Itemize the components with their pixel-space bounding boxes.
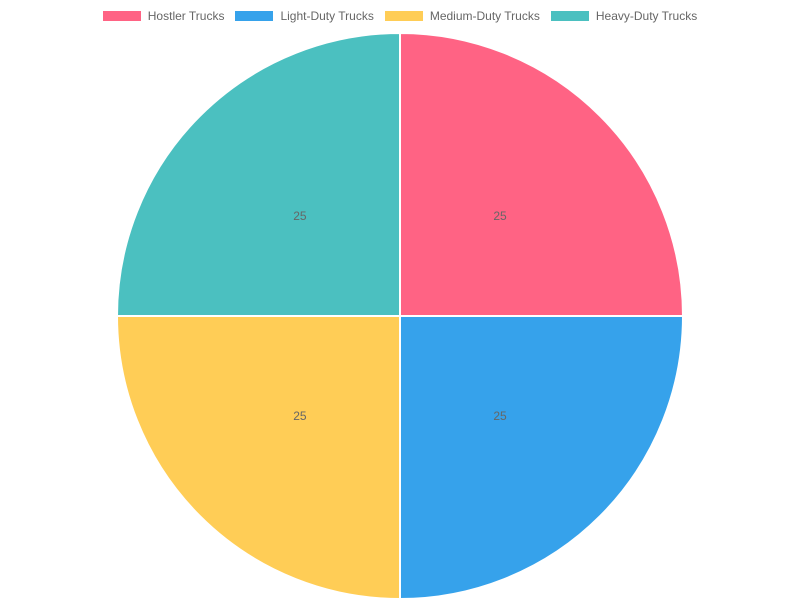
- data-label: 25: [293, 409, 307, 423]
- legend-label: Heavy-Duty Trucks: [595, 9, 698, 23]
- pie-slice[interactable]: [399, 31, 685, 317]
- legend-swatch: [102, 11, 141, 21]
- data-label: 25: [293, 209, 307, 223]
- legend-label: Hostler Trucks: [147, 9, 225, 23]
- data-label: 25: [493, 409, 507, 423]
- legend-label: Medium-Duty Trucks: [429, 9, 540, 23]
- chart-legend: Hostler Trucks Light-Duty Trucks Medium-Du…: [0, 9, 800, 23]
- legend-swatch: [550, 11, 589, 21]
- pie-slice[interactable]: [115, 31, 401, 317]
- legend-item[interactable]: Hostler Trucks: [102, 9, 225, 23]
- pie-slice[interactable]: [115, 315, 401, 600]
- pie-slice[interactable]: [399, 315, 685, 600]
- legend-item[interactable]: Heavy-Duty Trucks: [550, 9, 698, 23]
- legend-item[interactable]: Light-Duty Trucks: [235, 9, 374, 23]
- data-label: 25: [493, 209, 507, 223]
- legend-swatch: [384, 11, 423, 21]
- legend-label: Light-Duty Trucks: [280, 9, 374, 23]
- legend-item[interactable]: Medium-Duty Trucks: [384, 9, 540, 23]
- legend-swatch: [235, 11, 274, 21]
